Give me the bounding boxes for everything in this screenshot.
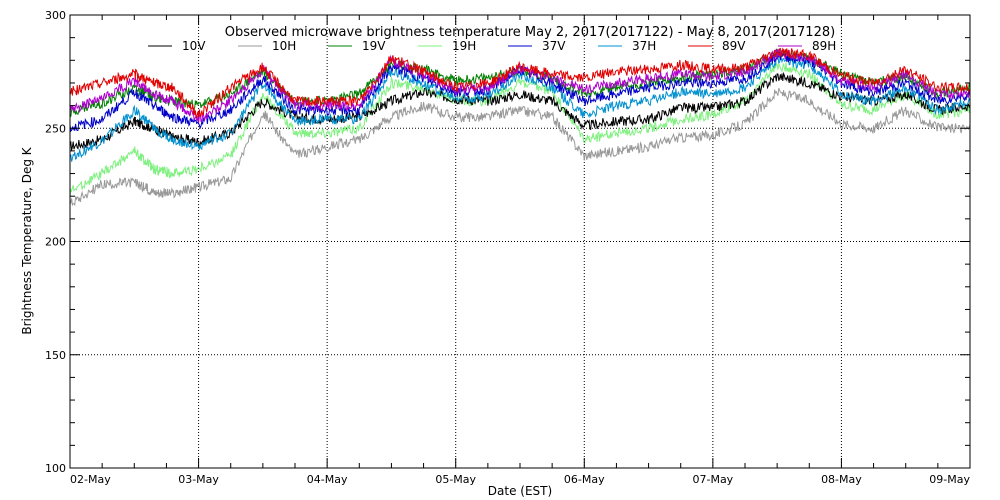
x-tick-label: 09-May bbox=[929, 473, 970, 486]
legend-label-10h: 10H bbox=[272, 39, 296, 53]
y-axis-label: Brightness Temperature, Deg K bbox=[20, 146, 34, 334]
x-tick-label: 07-May bbox=[692, 473, 733, 486]
legend-label-89v: 89V bbox=[722, 39, 746, 53]
legend-label-37h: 37H bbox=[632, 39, 656, 53]
series-layer bbox=[69, 47, 971, 207]
legend-label-89h: 89H bbox=[812, 39, 836, 53]
legend: 10V 10H 19V 19H 37V 37H 89V 89H bbox=[148, 39, 836, 53]
x-tick-label: 06-May bbox=[564, 473, 605, 486]
series-line-89h bbox=[69, 48, 971, 123]
tick-labels: 02-May 03-May 04-May 05-May 06-May 07-May 08-M… bbox=[45, 9, 970, 486]
series-line-10v bbox=[69, 71, 971, 151]
y-tick-label: 100 bbox=[45, 462, 66, 475]
series-line-89v bbox=[69, 47, 971, 119]
y-tick-label: 150 bbox=[45, 349, 66, 362]
y-tick-label: 250 bbox=[45, 122, 66, 135]
series-line-37h bbox=[69, 55, 971, 162]
series-line-10h bbox=[69, 88, 971, 207]
legend-label-37v: 37V bbox=[542, 39, 566, 53]
grid bbox=[70, 15, 970, 468]
chart-title: Observed microwave brightness temperatur… bbox=[225, 25, 835, 40]
x-tick-label: 05-May bbox=[435, 473, 476, 486]
x-axis-label: Date (EST) bbox=[488, 484, 552, 498]
x-tick-label: 08-May bbox=[821, 473, 862, 486]
x-tick-label: 03-May bbox=[178, 473, 219, 486]
y-tick-label: 300 bbox=[45, 9, 66, 22]
x-tick-label: 04-May bbox=[307, 473, 348, 486]
series-line-19h bbox=[69, 62, 971, 196]
legend-label-19v: 19V bbox=[362, 39, 386, 53]
legend-label-19h: 19H bbox=[452, 39, 476, 53]
x-tick-label: 02-May bbox=[70, 473, 111, 486]
legend-label-10v: 10V bbox=[182, 39, 206, 53]
ticks bbox=[69, 14, 971, 469]
y-tick-label: 200 bbox=[45, 236, 66, 249]
